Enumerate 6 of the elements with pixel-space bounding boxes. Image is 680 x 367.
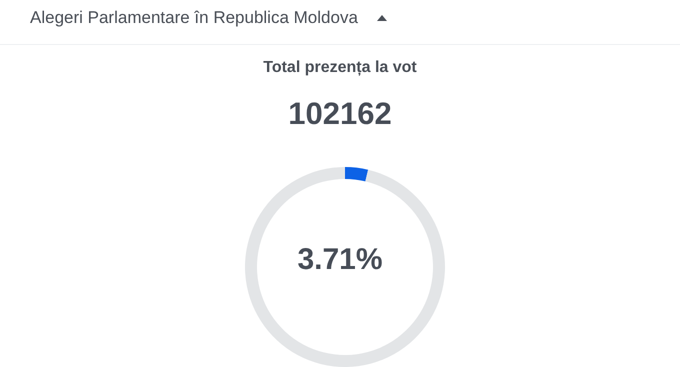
text: 3.71% <box>296 243 384 277</box>
donut-slice <box>245 167 445 367</box>
text: 102162 <box>287 96 393 132</box>
donut-slice <box>345 167 368 182</box>
chart-subtitle: Total prezența la vot <box>262 59 418 77</box>
chart-title: Alegeri Parlamentare în Republica Moldova <box>30 8 358 28</box>
